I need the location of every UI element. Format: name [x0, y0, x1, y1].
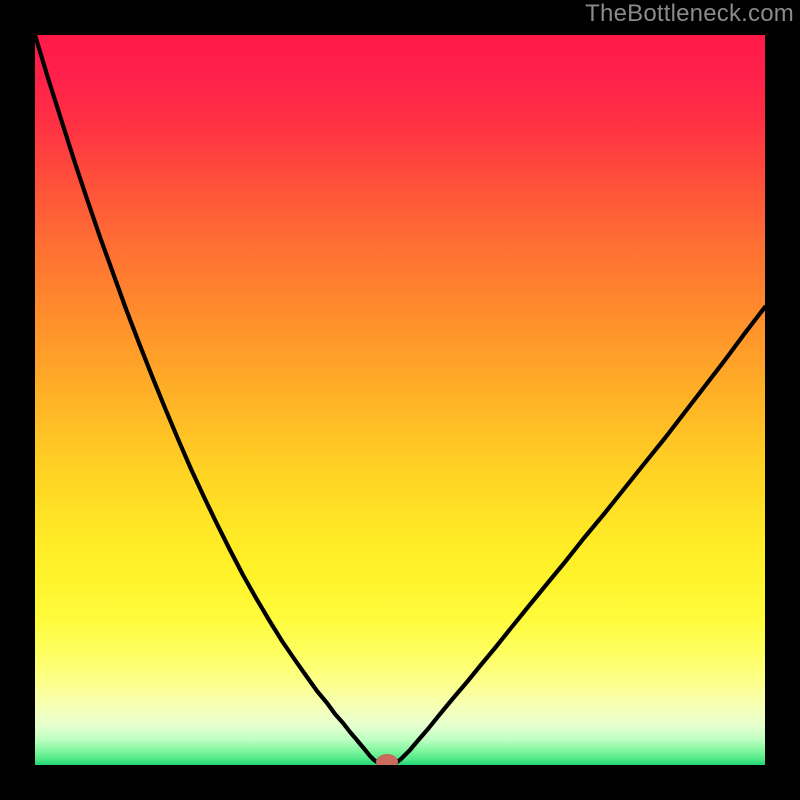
chart-svg: [35, 35, 765, 765]
plot-area: [35, 35, 765, 765]
canvas: TheBottleneck.com: [0, 0, 800, 800]
gradient-background: [35, 35, 765, 765]
watermark-text: TheBottleneck.com: [585, 0, 794, 28]
